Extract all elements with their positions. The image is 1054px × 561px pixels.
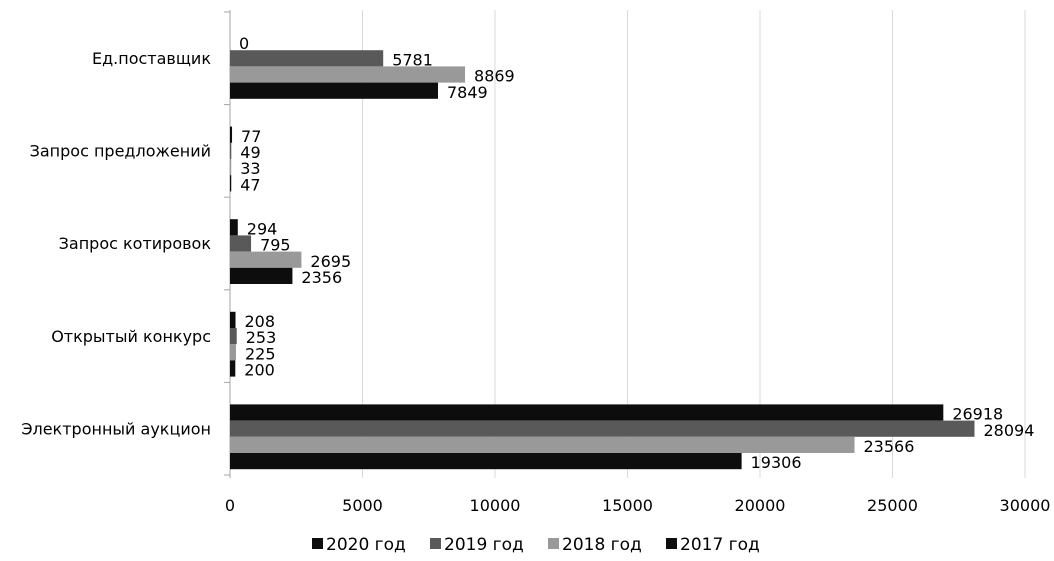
legend-label: 2018 год bbox=[562, 535, 642, 555]
legend-swatch bbox=[312, 538, 323, 549]
legend-swatch bbox=[666, 538, 677, 549]
data-label: 26918 bbox=[952, 405, 1003, 424]
bar bbox=[230, 404, 944, 421]
legend-item: 2017 год bbox=[666, 535, 760, 555]
x-tick-label: 5000 bbox=[342, 496, 383, 515]
bar bbox=[230, 159, 232, 176]
data-label: 77 bbox=[241, 127, 261, 146]
legend-item: 2019 год bbox=[430, 535, 524, 555]
bar bbox=[230, 126, 233, 143]
legend-label: 2020 год bbox=[326, 535, 406, 555]
bar bbox=[230, 360, 236, 377]
data-label: 23566 bbox=[863, 437, 914, 456]
bar bbox=[230, 420, 975, 437]
data-label: 2356 bbox=[301, 268, 342, 287]
data-label: 253 bbox=[246, 328, 277, 347]
bar bbox=[230, 66, 466, 83]
data-label: 208 bbox=[245, 312, 276, 331]
x-tick-label: 20000 bbox=[735, 496, 786, 515]
x-tick-label: 10000 bbox=[470, 496, 521, 515]
data-label: 19306 bbox=[751, 453, 802, 472]
legend-swatch bbox=[430, 538, 441, 549]
data-label: 47 bbox=[240, 175, 260, 194]
category-label: Запрос котировок bbox=[59, 234, 212, 253]
category-label: Электронный аукцион bbox=[21, 419, 211, 438]
data-label: 8869 bbox=[474, 67, 515, 86]
data-label: 28094 bbox=[983, 421, 1034, 440]
x-tick-label: 30000 bbox=[1000, 496, 1051, 515]
bar bbox=[230, 344, 236, 361]
data-label: 294 bbox=[247, 219, 278, 238]
bar bbox=[230, 219, 238, 236]
bar bbox=[230, 82, 438, 99]
category-label: Запрос предложений bbox=[30, 142, 211, 161]
bar bbox=[230, 235, 252, 252]
data-label: 225 bbox=[245, 344, 276, 363]
data-label: 0 bbox=[239, 34, 249, 53]
category-label: Ед.поставщик bbox=[92, 49, 211, 68]
legend-item: 2018 год bbox=[548, 535, 642, 555]
bar bbox=[230, 328, 237, 345]
x-tick-label: 0 bbox=[225, 496, 235, 515]
data-label: 2695 bbox=[310, 252, 351, 271]
bar bbox=[230, 50, 384, 67]
category-label: Открытый конкурс bbox=[51, 327, 211, 346]
data-label: 5781 bbox=[392, 50, 433, 69]
data-label: 33 bbox=[240, 159, 260, 178]
bar bbox=[230, 251, 302, 268]
data-label: 49 bbox=[240, 143, 260, 162]
bar bbox=[230, 436, 855, 453]
data-label: 795 bbox=[260, 236, 291, 255]
x-tick-label: 15000 bbox=[602, 496, 653, 515]
data-label: 7849 bbox=[447, 83, 488, 102]
bar bbox=[230, 453, 742, 470]
bar bbox=[230, 175, 232, 192]
x-tick-label: 25000 bbox=[867, 496, 918, 515]
legend-swatch bbox=[548, 538, 559, 549]
bar bbox=[230, 311, 236, 328]
bar bbox=[230, 142, 232, 159]
legend-label: 2017 год bbox=[680, 535, 760, 555]
legend-item: 2020 год bbox=[312, 535, 406, 555]
legend-label: 2019 год bbox=[444, 535, 524, 555]
data-label: 200 bbox=[244, 361, 275, 380]
bar bbox=[230, 267, 293, 284]
